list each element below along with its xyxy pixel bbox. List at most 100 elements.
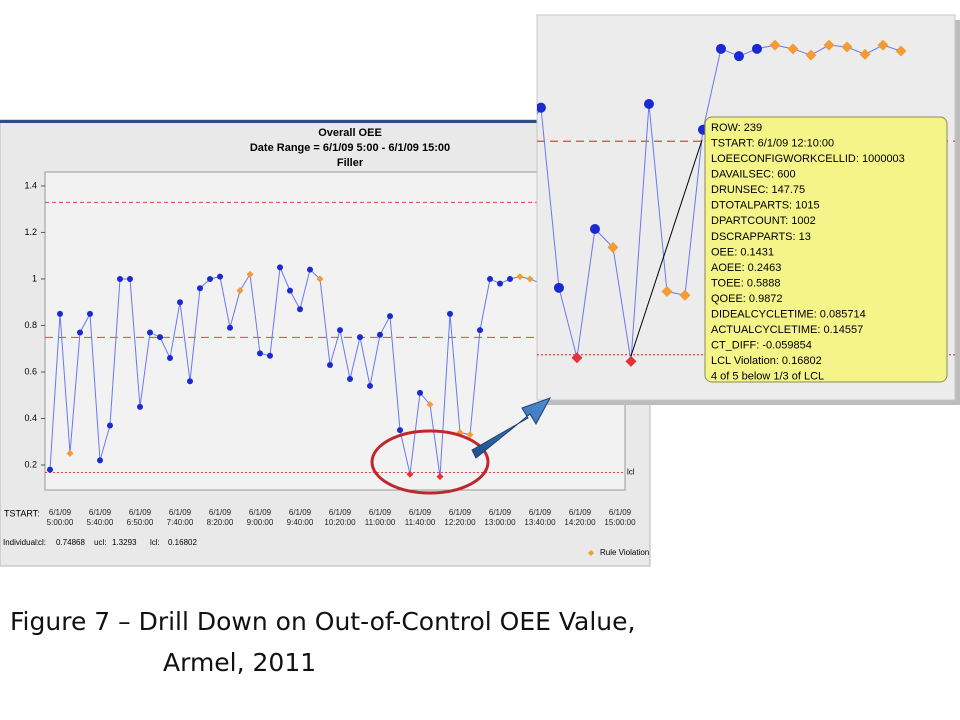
data-point xyxy=(661,286,673,298)
data-point xyxy=(287,287,293,294)
tooltip xyxy=(704,116,948,383)
data-point xyxy=(507,275,513,282)
caption: Figure 7 – Drill Down on Out-of-Control … xyxy=(10,607,636,636)
data-point xyxy=(277,264,283,271)
data-point xyxy=(337,327,343,334)
tooltip-line: DRUNSEC: 147.75 xyxy=(711,184,805,196)
data-point xyxy=(769,39,781,51)
data-point xyxy=(417,389,423,396)
data-point xyxy=(137,403,143,410)
data-point xyxy=(607,241,619,253)
tooltip-line: TSTART: 6/1/09 12:10:00 xyxy=(711,137,834,149)
data-point xyxy=(0,99,6,109)
tooltip-line: LOEECONFIGWORKCELLID: 1000003 xyxy=(711,153,905,165)
data-point xyxy=(679,289,691,301)
data-point xyxy=(267,352,273,359)
data-point xyxy=(553,282,564,293)
lcl-line-label: lcl xyxy=(627,468,635,477)
data-point xyxy=(316,275,324,283)
data-point xyxy=(265,62,276,73)
data-point xyxy=(117,275,123,282)
data-point xyxy=(338,25,348,35)
data-point xyxy=(66,449,74,457)
data-point xyxy=(257,350,263,357)
data-point xyxy=(426,401,434,409)
data-point xyxy=(47,466,53,473)
data-point xyxy=(297,306,303,313)
data-point xyxy=(147,329,153,336)
data-point xyxy=(877,39,889,51)
x-tick-label: 6/1/09 8:20:00 xyxy=(206,508,234,527)
data-point xyxy=(447,310,453,317)
caption: Armel, 2011 xyxy=(163,648,317,677)
data-point xyxy=(392,29,402,39)
data-point xyxy=(374,92,384,102)
data-point xyxy=(487,275,493,282)
stat-value: 0.16802 xyxy=(168,538,197,547)
data-point xyxy=(409,43,420,54)
data-point xyxy=(516,273,524,281)
tooltip-line: DPARTCOUNT: 1002 xyxy=(711,215,816,227)
data-point xyxy=(187,378,193,385)
stat-label: lcl: xyxy=(150,538,160,547)
data-point xyxy=(787,43,799,55)
data-point xyxy=(823,39,835,51)
data-point xyxy=(387,313,393,320)
data-point xyxy=(107,422,113,429)
data-point xyxy=(397,427,403,434)
panel-border xyxy=(0,120,650,123)
data-point xyxy=(230,40,240,50)
tooltip-text: ROW: 239 TSTART: 6/1/09 12:10:00 LOEECONFI… xyxy=(711,122,905,383)
zoom-arrow xyxy=(471,397,552,459)
data-point xyxy=(497,280,503,287)
x-axis-label: TSTART: xyxy=(4,508,40,518)
data-point xyxy=(466,431,474,439)
x-tick-label: 6/1/09 9:40:00 xyxy=(286,508,314,527)
x-tick-label: 6/1/09 11:40:00 xyxy=(404,508,436,527)
data-point xyxy=(217,273,223,280)
data-point xyxy=(207,275,213,282)
x-tick-label: 6/1/09 12:20:00 xyxy=(444,508,476,527)
tooltip-line: DTOTALPARTS: 1015 xyxy=(711,200,820,212)
data-point xyxy=(589,224,600,235)
plot-area xyxy=(44,171,626,491)
data-point xyxy=(357,334,363,341)
data-point xyxy=(236,287,244,295)
x-tick-label: 6/1/09 13:40:00 xyxy=(524,508,556,527)
data-point xyxy=(194,59,204,69)
data-point xyxy=(158,81,168,91)
data-point xyxy=(477,327,483,334)
x-tick-label: 6/1/09 15:00:00 xyxy=(604,508,636,527)
data-point xyxy=(327,362,333,369)
x-tick-label: 6/1/09 7:40:00 xyxy=(166,508,194,527)
y-tick-label: 0.2 xyxy=(24,459,37,469)
zoom-inset: ROW: 239 TSTART: 6/1/09 12:10:00 LOEECONFI… xyxy=(0,14,960,405)
x-tick-label: 6/1/09 14:20:00 xyxy=(564,508,596,527)
data-point xyxy=(526,275,534,283)
stat-label: cl: xyxy=(38,538,46,547)
data-point xyxy=(356,62,366,72)
legend-marker xyxy=(588,550,594,556)
x-tick-label: 6/1/09 11:00:00 xyxy=(364,508,396,527)
tooltip-line: DIDEALCYCLETIME: 0.085714 xyxy=(711,309,866,321)
tooltip-line: DAVAILSEC: 600 xyxy=(711,169,796,181)
y-tick-label: 0.8 xyxy=(24,320,37,330)
data-point xyxy=(625,355,637,367)
tooltip-line: QOEE: 0.9872 xyxy=(711,293,783,305)
data-point xyxy=(347,375,353,382)
y-tick-label: 1 xyxy=(32,273,37,283)
x-tick-label: 6/1/09 5:40:00 xyxy=(86,508,114,527)
tooltip-line: 4 of 5 below 1/3 of LCL xyxy=(711,371,824,383)
y-tick-label: 1.2 xyxy=(24,227,37,237)
tooltip-line: CT_DIFF: -0.059854 xyxy=(711,340,812,352)
y-tick-label: 0.4 xyxy=(24,413,37,423)
data-point xyxy=(859,48,871,60)
x-tick-label: 6/1/09 13:00:00 xyxy=(484,508,516,527)
data-point xyxy=(157,334,163,341)
tooltip-line: TOEE: 0.5888 xyxy=(711,277,781,289)
data-point xyxy=(127,275,133,282)
x-tick-label: 6/1/09 10:20:00 xyxy=(324,508,356,527)
stat-label: ucl: xyxy=(94,538,106,547)
legend-label: Rule Violation xyxy=(600,548,649,557)
